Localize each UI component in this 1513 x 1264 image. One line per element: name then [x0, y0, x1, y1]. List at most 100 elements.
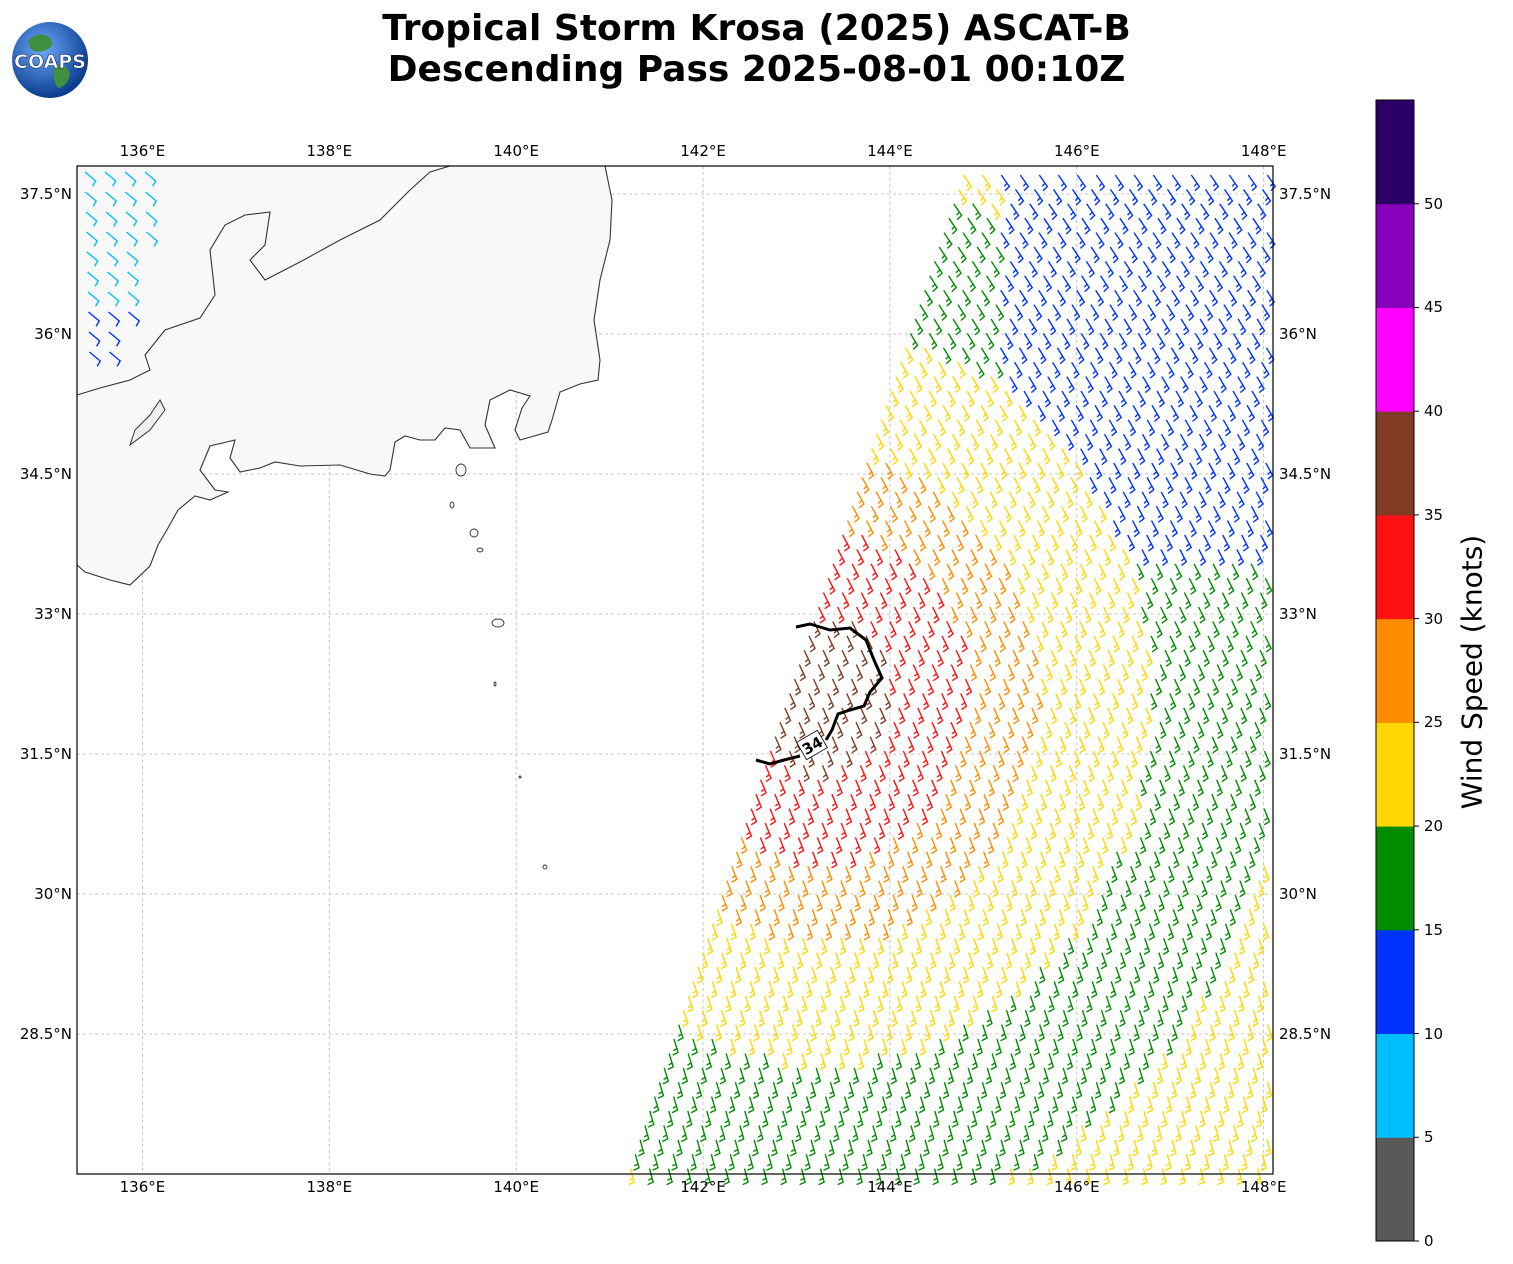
barb-shape: [696, 966, 704, 984]
wind-barb: [945, 793, 953, 811]
barb-shape: [1103, 1110, 1111, 1128]
barb-shape: [1004, 1067, 1012, 1085]
barb-shape: [1209, 1024, 1216, 1042]
barb-shape: [830, 909, 837, 927]
barb-shape: [807, 808, 815, 826]
barb-shape: [1088, 592, 1097, 610]
wind-barb: [1190, 1024, 1197, 1042]
wind-barb: [1127, 1096, 1135, 1114]
barb-shape: [911, 837, 919, 855]
barb-shape: [1261, 304, 1271, 322]
wind-barb: [1110, 981, 1117, 999]
barb-shape: [1240, 707, 1248, 725]
wind-barb: [1152, 966, 1160, 984]
barb-shape: [1052, 246, 1062, 264]
wind-barb: [1214, 275, 1224, 293]
barb-shape: [787, 981, 794, 999]
wind-barb: [1227, 1139, 1234, 1157]
wind-barb: [1135, 736, 1143, 754]
coastline-bay: [129, 399, 166, 447]
barb-shape: [834, 952, 842, 970]
barb-shape: [954, 880, 961, 898]
wind-barb: [1257, 937, 1265, 955]
wind-barb: [1089, 1096, 1097, 1114]
barb-shape: [1216, 721, 1224, 739]
wind-barb: [909, 390, 919, 408]
barb-shape: [835, 837, 843, 855]
barb-shape: [711, 923, 719, 941]
barb-shape: [1151, 462, 1160, 480]
barb-shape: [981, 289, 991, 307]
wind-barb: [1056, 1139, 1063, 1157]
barb-shape: [966, 1067, 974, 1085]
barb-shape: [904, 1139, 911, 1157]
wind-barb: [1228, 174, 1239, 192]
barb-shape: [1197, 779, 1205, 797]
wind-barb: [750, 808, 758, 826]
barb-shape: [753, 1024, 760, 1042]
barb-shape: [807, 865, 814, 883]
barb-shape: [1263, 808, 1271, 826]
barb-shape: [1056, 347, 1066, 365]
wind-barb: [1050, 592, 1059, 610]
wind-barb: [1230, 736, 1238, 754]
barb-shape: [1175, 333, 1185, 350]
barb-shape: [85, 211, 98, 227]
wind-barb: [1078, 736, 1086, 754]
barb-shape: [952, 318, 962, 336]
barb-shape: [1246, 462, 1255, 480]
wind-barb: [883, 750, 891, 768]
wind-barb: [941, 693, 949, 711]
wind-barb: [1114, 1024, 1121, 1042]
wind-barb: [969, 721, 977, 739]
wind-barb: [778, 894, 785, 912]
wind-barb: [914, 376, 923, 394]
wind-barb: [1140, 721, 1148, 739]
wind-barb: [1248, 851, 1256, 869]
barb-shape: [1113, 347, 1123, 365]
wind-barb: [1113, 1081, 1121, 1099]
wind-barb: [951, 1168, 958, 1186]
barb-shape: [1015, 923, 1023, 941]
barb-shape: [1240, 649, 1248, 667]
wind-barb: [785, 1096, 793, 1114]
wind-barb: [1079, 563, 1088, 581]
barb-shape: [1039, 909, 1046, 927]
wind-barb: [1075, 347, 1085, 365]
wind-barb: [923, 1139, 930, 1157]
wind-barb: [1158, 837, 1166, 855]
barb-shape: [935, 880, 942, 898]
wind-barb: [926, 678, 935, 696]
wind-barb: [908, 1125, 916, 1143]
barb-shape: [107, 271, 120, 287]
barb-shape: [1189, 1081, 1197, 1099]
barb-shape: [922, 693, 930, 711]
barb-shape: [979, 635, 987, 653]
wind-barb: [725, 937, 733, 955]
barb-shape: [1074, 520, 1083, 538]
barb-shape: [954, 765, 962, 783]
wind-barb: [1059, 678, 1068, 696]
wind-barb: [825, 981, 832, 999]
barb-shape: [1152, 1024, 1159, 1042]
wind-barb: [1051, 477, 1060, 494]
barb-shape: [875, 491, 884, 509]
wind-barb: [979, 520, 988, 538]
wind-barb: [1000, 289, 1010, 307]
barb-shape: [1143, 937, 1151, 955]
barb-shape: [887, 851, 895, 869]
barb-shape: [943, 1024, 950, 1042]
barb-shape: [983, 736, 991, 754]
wind-barb: [1052, 1038, 1059, 1056]
barb-shape: [937, 419, 947, 437]
wind-barb: [1055, 520, 1064, 538]
wind-barb: [946, 505, 955, 523]
barb-shape: [861, 1154, 868, 1171]
wind-barb: [1019, 289, 1029, 307]
wind-barb: [1113, 1139, 1120, 1157]
barb-shape: [1032, 534, 1041, 552]
barb-shape: [794, 1125, 802, 1143]
wind-barb: [1071, 304, 1081, 322]
barb-shape: [863, 981, 870, 999]
wind-barb: [805, 1038, 812, 1056]
